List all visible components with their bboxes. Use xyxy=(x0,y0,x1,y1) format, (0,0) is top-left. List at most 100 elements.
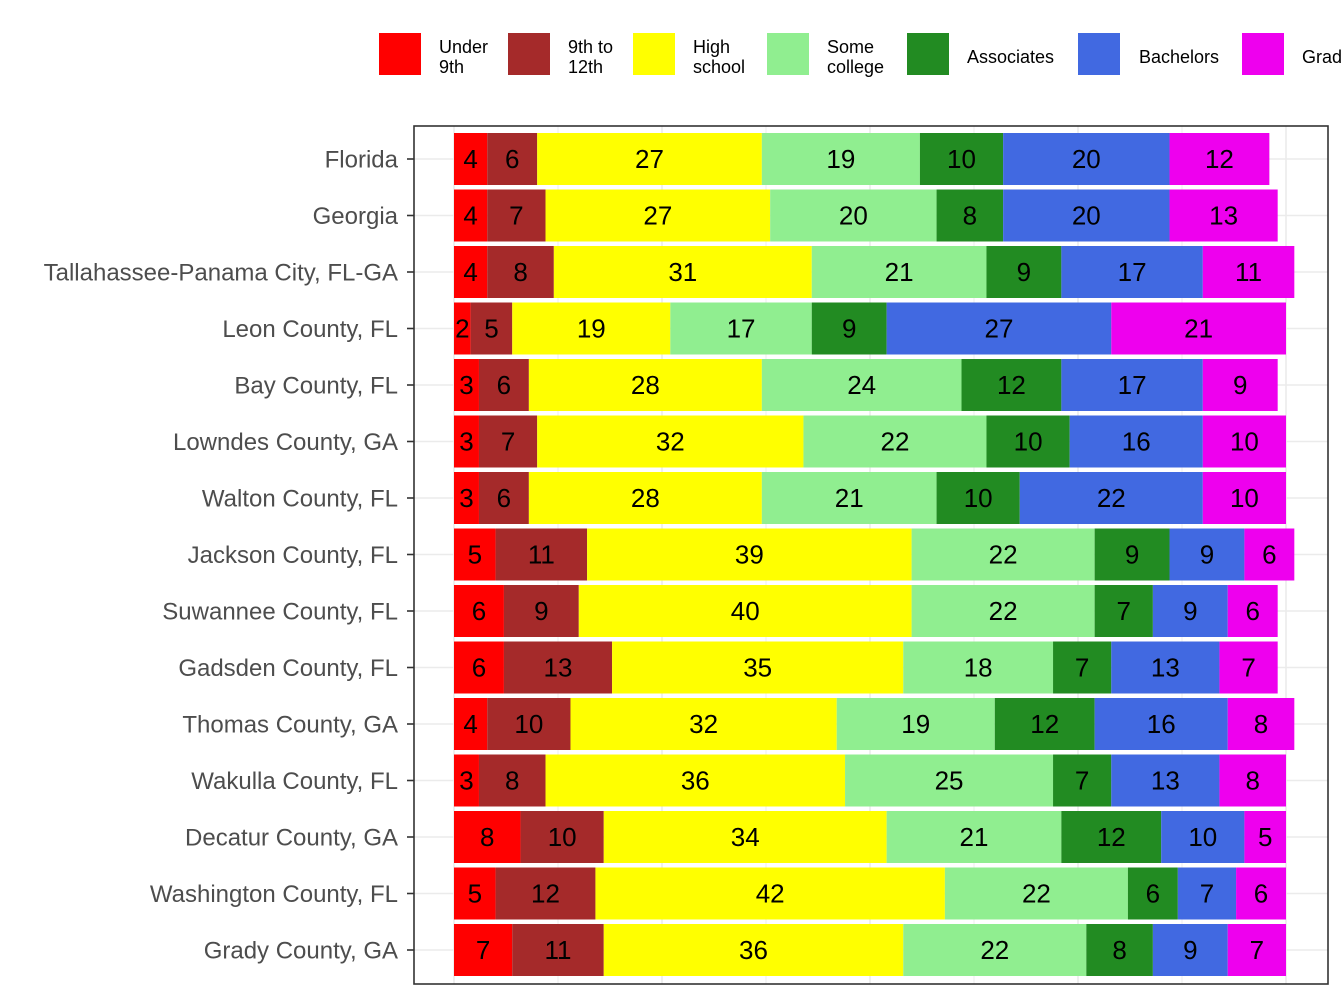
bar-value-label: 13 xyxy=(1209,201,1238,231)
bar-segment-grad xyxy=(1202,359,1278,411)
bar-value-label: 20 xyxy=(1072,201,1101,231)
bar-segment-grad xyxy=(1169,189,1278,242)
y-tick-label: Lowndes County, GA xyxy=(173,429,398,456)
bar-value-label: 22 xyxy=(1097,483,1126,513)
bar-value-label: 16 xyxy=(1122,427,1151,457)
plot-area: 4 6 27 19 10 20 124 7 27 20 8 20 134 8 31 21 9 17 112 5 19 17… xyxy=(44,125,1329,985)
bar-segment-grad xyxy=(1169,133,1270,185)
bar-value-label: 32 xyxy=(656,427,685,457)
bar-segment-grad xyxy=(1111,302,1286,355)
bar-row-decatur-county-ga: 8 10 34 21 12 10 5 xyxy=(454,811,1286,863)
bar-segment-bachelors xyxy=(1169,528,1245,581)
bar-value-label: 6 xyxy=(472,596,486,626)
bar-row-washington-county-fl: 5 12 42 22 6 7 6 xyxy=(454,867,1286,920)
bar-value-label: 27 xyxy=(984,314,1013,344)
bar-value-label: 12 xyxy=(1030,709,1059,739)
bar-segment-bachelors xyxy=(1061,359,1203,411)
y-tick-label: Gadsden County, FL xyxy=(178,655,398,682)
bar-segment-9th-to-12th xyxy=(503,585,579,637)
bar-segment-grad xyxy=(1244,811,1286,863)
bar-segment-9th-to-12th xyxy=(495,528,588,581)
bar-value-label: 9 xyxy=(1233,370,1247,400)
bar-segment-associates xyxy=(936,189,1004,242)
y-tick-label: Suwannee County, FL xyxy=(162,599,398,626)
bar-segment-under-9th xyxy=(454,754,479,807)
bar-segment-under-9th xyxy=(454,867,496,920)
bar-value-label: 21 xyxy=(835,483,864,513)
bar-segment-associates xyxy=(1086,924,1153,976)
bar-segment-high-school xyxy=(570,698,837,750)
bar-segment-grad xyxy=(1227,698,1295,750)
bar-value-label: 21 xyxy=(1184,314,1213,344)
bar-value-label: 9 xyxy=(1125,540,1139,570)
bar-segment-bachelors xyxy=(1152,585,1228,637)
y-tick-label: Jackson County, FL xyxy=(188,542,398,569)
bar-segment-9th-to-12th xyxy=(470,302,513,355)
bar-segment-grad xyxy=(1202,415,1286,468)
bar-value-label: 28 xyxy=(631,370,660,400)
bar-value-label: 8 xyxy=(505,766,519,796)
bar-segment-some-college xyxy=(761,359,962,411)
bar-row-florida: 4 6 27 19 10 20 12 xyxy=(454,133,1270,185)
bar-segment-under-9th xyxy=(454,641,504,694)
bar-segment-high-school xyxy=(587,528,912,581)
bar-segment-associates xyxy=(1053,754,1112,807)
bar-segment-9th-to-12th xyxy=(478,415,538,468)
bar-value-label: 3 xyxy=(459,766,473,796)
bar-value-label: 18 xyxy=(964,653,993,683)
bar-segment-some-college xyxy=(761,133,920,185)
bar-segment-associates xyxy=(919,133,1004,185)
bar-segment-some-college xyxy=(903,924,1087,976)
bar-value-label: 4 xyxy=(463,709,477,739)
bar-segment-grad xyxy=(1244,528,1295,581)
bar-segment-9th-to-12th xyxy=(478,472,529,524)
bar-segment-associates xyxy=(1094,528,1170,581)
legend-item-some-college: Some college xyxy=(767,33,884,77)
bar-value-label: 40 xyxy=(731,596,760,626)
bar-segment-associates xyxy=(994,698,1095,750)
bar-segment-9th-to-12th xyxy=(495,867,596,920)
bar-segment-9th-to-12th xyxy=(512,924,604,976)
bar-segment-under-9th xyxy=(454,189,488,242)
legend-item-9th-to-12th: 9th to 12th xyxy=(508,33,613,77)
bar-value-label: 42 xyxy=(756,879,785,909)
bar-value-label: 13 xyxy=(1151,766,1180,796)
bar-value-label: 28 xyxy=(631,483,660,513)
bar-value-label: 6 xyxy=(497,483,511,513)
bar-segment-high-school xyxy=(528,359,762,411)
bar-value-label: 36 xyxy=(739,935,768,965)
legend-label: Some college xyxy=(827,37,884,77)
bar-segment-some-college xyxy=(836,698,995,750)
bar-value-label: 19 xyxy=(901,709,930,739)
bar-segment-some-college xyxy=(670,302,812,355)
bar-value-label: 3 xyxy=(459,483,473,513)
legend-swatch xyxy=(767,33,809,75)
y-tick-label: Thomas County, GA xyxy=(182,712,398,739)
bar-segment-high-school xyxy=(578,585,912,637)
bar-value-label: 36 xyxy=(681,766,710,796)
bar-value-label: 3 xyxy=(459,370,473,400)
bar-segment-bachelors xyxy=(1161,811,1245,863)
y-tick-label: Grady County, GA xyxy=(204,938,398,965)
bar-segment-9th-to-12th xyxy=(487,698,571,750)
bar-segment-under-9th xyxy=(454,924,513,976)
bar-value-label: 20 xyxy=(839,201,868,231)
bar-segment-under-9th xyxy=(454,415,479,468)
legend-swatch xyxy=(508,33,550,75)
bar-value-label: 8 xyxy=(1112,935,1126,965)
bar-value-label: 10 xyxy=(514,709,543,739)
bar-segment-some-college xyxy=(803,415,987,468)
bar-segment-under-9th xyxy=(454,698,488,750)
bar-value-label: 10 xyxy=(1230,483,1259,513)
bar-segment-associates xyxy=(1061,811,1162,863)
bar-segment-under-9th xyxy=(454,133,488,185)
legend-label: High school xyxy=(693,37,745,77)
bar-value-label: 27 xyxy=(635,144,664,174)
bar-segment-associates xyxy=(986,246,1062,298)
bar-value-label: 6 xyxy=(472,653,486,683)
bar-value-label: 6 xyxy=(497,370,511,400)
bar-value-label: 6 xyxy=(1245,596,1259,626)
bar-segment-bachelors xyxy=(1177,867,1237,920)
legend-item-high-school: High school xyxy=(633,33,745,77)
